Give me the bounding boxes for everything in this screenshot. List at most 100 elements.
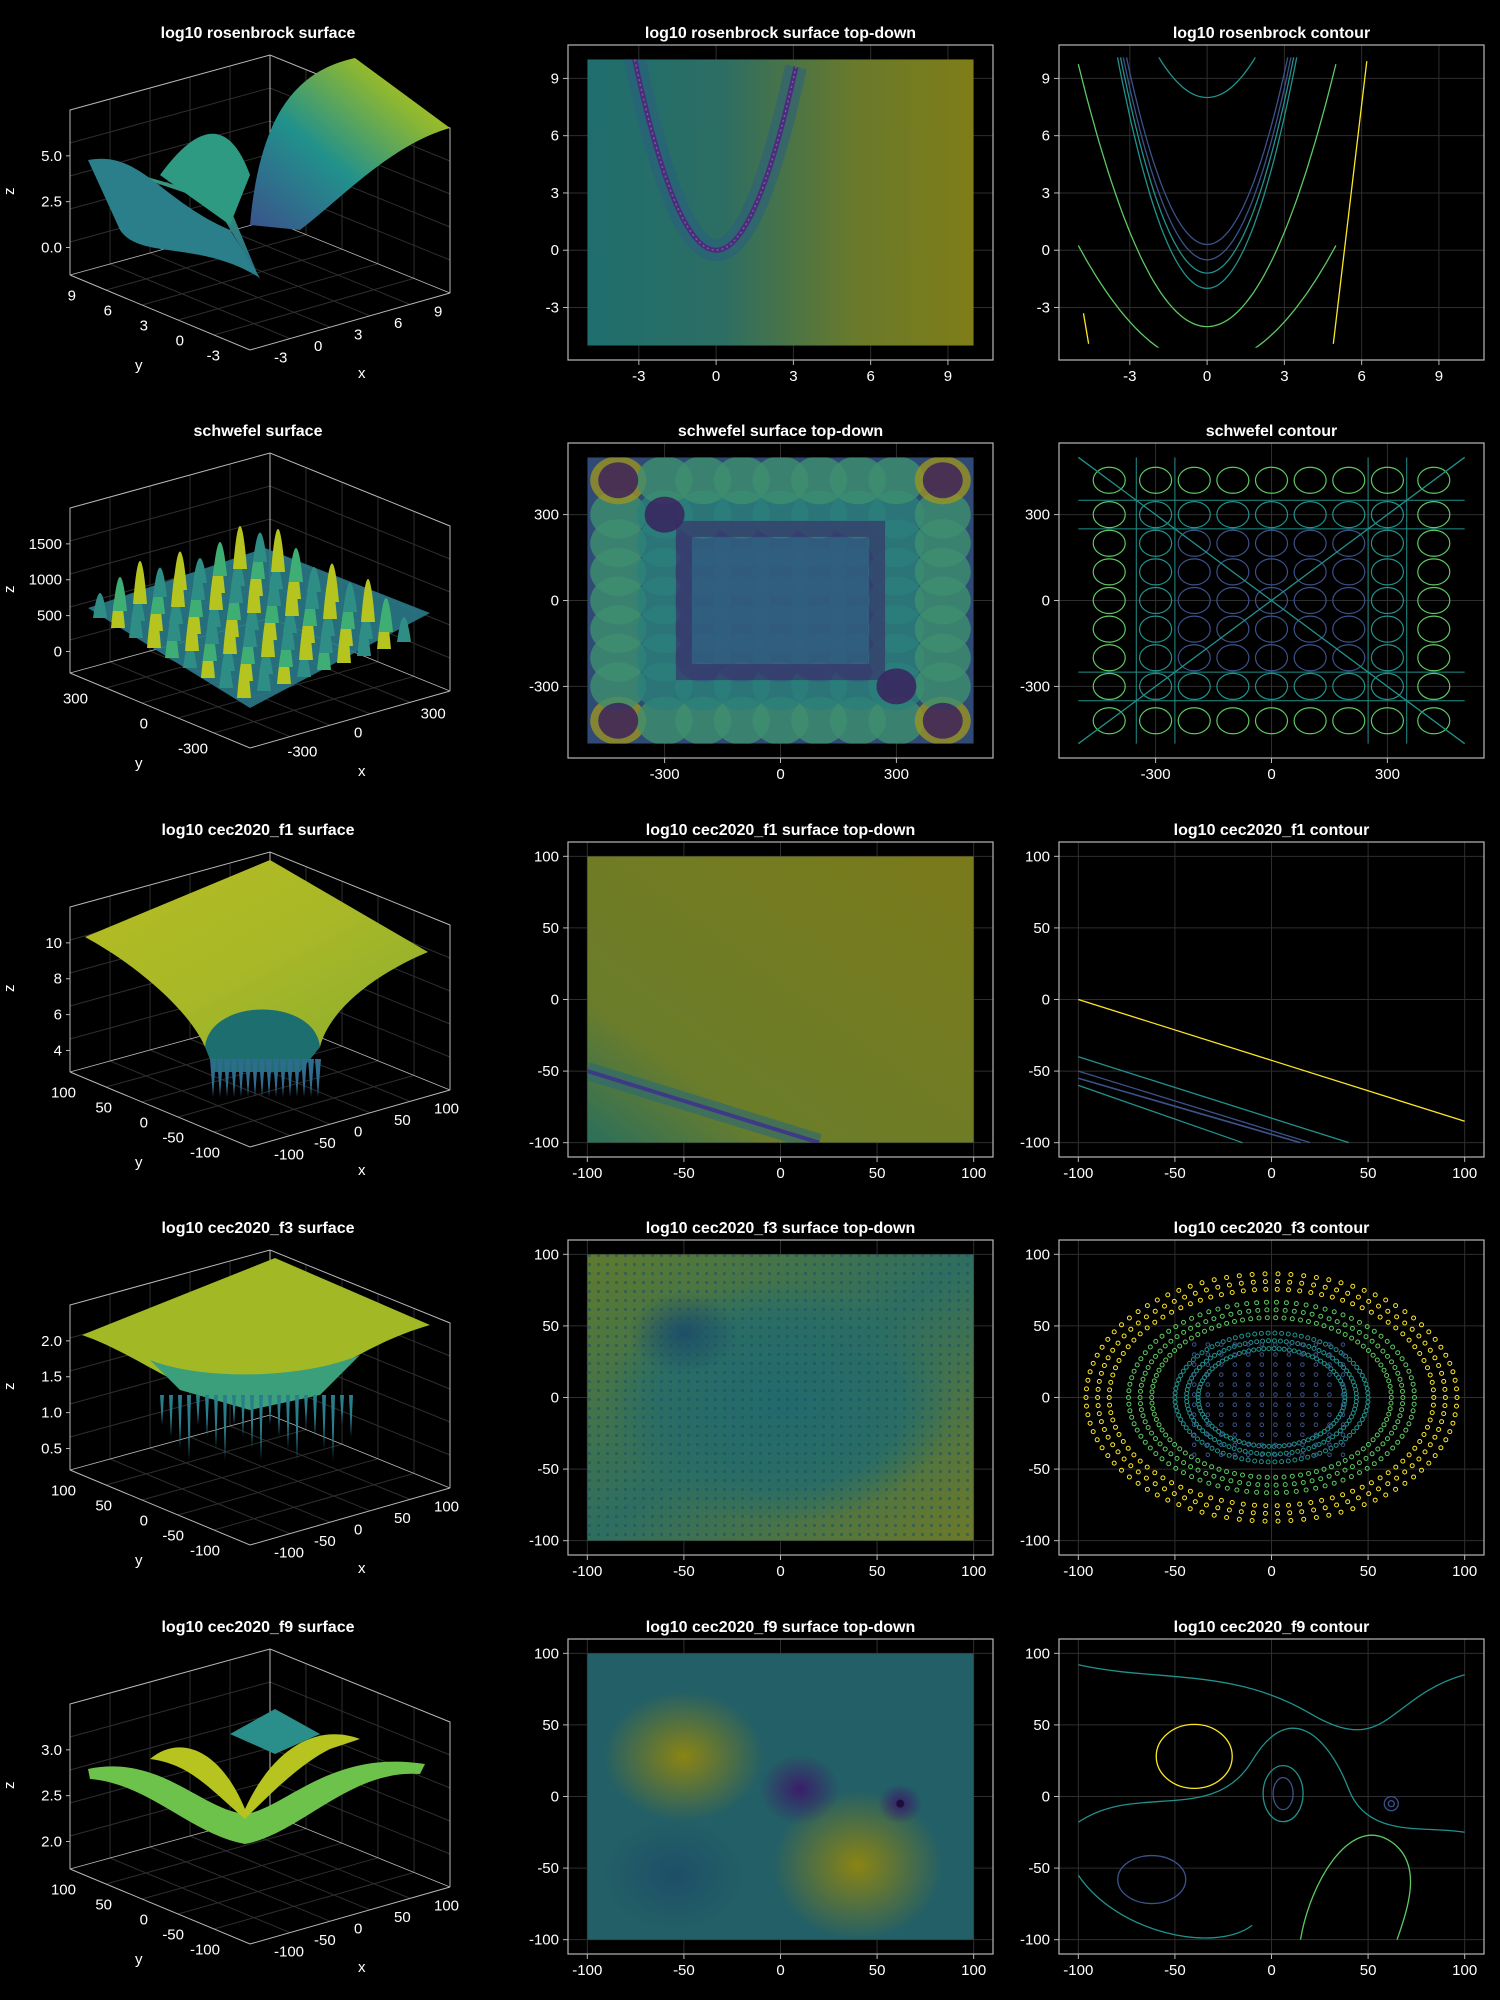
contour-line [1259, 1422, 1265, 1427]
contour-line [1223, 1356, 1229, 1362]
contour-line [1282, 1482, 1288, 1488]
contour-line [1188, 1464, 1194, 1470]
contour-line [1178, 1417, 1184, 1422]
contour-line [1203, 1502, 1209, 1508]
contour-line [1188, 1335, 1194, 1341]
contour-line [1331, 1369, 1337, 1375]
y-axis-label: y [135, 1154, 143, 1171]
contour-line [1305, 1454, 1311, 1460]
contour-line [1153, 1353, 1158, 1359]
contour-line [1387, 1383, 1393, 1389]
contour-line [1195, 1322, 1201, 1328]
contour-line [1219, 1442, 1224, 1448]
y-tick-label: -100 [529, 1533, 559, 1550]
contour-line [1199, 1439, 1205, 1445]
contour-line [1322, 1483, 1328, 1489]
contour-line [1417, 644, 1451, 672]
contour-line [1158, 57, 1257, 99]
contour-line [1228, 1311, 1234, 1317]
contour-line [1375, 1343, 1381, 1349]
contour-line [1138, 1382, 1144, 1388]
contour-line [1131, 1452, 1137, 1458]
x-tick-label: -100 [572, 1962, 602, 1979]
contour-line [1166, 1328, 1172, 1334]
contour-line [1229, 1290, 1235, 1295]
contour-line [1216, 707, 1250, 735]
contour-line [1361, 1377, 1367, 1383]
contour-line [1332, 529, 1366, 557]
contour-line [1169, 1309, 1175, 1315]
contour-line [1439, 1370, 1445, 1376]
contour-line [1332, 558, 1366, 586]
contour-line [1327, 1362, 1332, 1367]
contour-line [1203, 1470, 1209, 1476]
contour-line [1384, 1417, 1390, 1422]
x-tick-label: 6 [1357, 368, 1365, 385]
y-tick-label: -100 [190, 1145, 220, 1162]
contour-line [1254, 500, 1289, 529]
contour-line [1369, 1338, 1375, 1344]
contour-line [1442, 1395, 1448, 1400]
contour-line [1191, 1362, 1197, 1367]
y-tick-label: -100 [190, 1543, 220, 1560]
contour-line [1430, 1402, 1436, 1408]
y-tick-label: 0 [1042, 1390, 1050, 1407]
contour-line [1266, 1338, 1271, 1344]
contour-line [1138, 558, 1173, 586]
contour-line [1211, 1277, 1217, 1283]
contour-line [1157, 1441, 1163, 1447]
contour-line [1340, 1492, 1346, 1498]
contour-line [1098, 1419, 1104, 1425]
contour-line [1390, 1445, 1396, 1451]
contour-line [1378, 1362, 1384, 1368]
contour-panel: log10 cec2020_f9 contour -100 -50 0 50 100 -10… [1020, 1619, 1485, 1979]
contour-line [1087, 1369, 1093, 1375]
surface-panel: log10 rosenbrock surface 0.0 2.5 5.0 -3 0 3 6 9 -… [1, 25, 451, 382]
contour-line [1224, 1515, 1230, 1520]
contour-line [1305, 1335, 1311, 1341]
contour-line [1234, 1302, 1240, 1308]
contour-line [1385, 1353, 1390, 1359]
contour-line [1241, 1440, 1247, 1446]
contour-line [1232, 1402, 1238, 1407]
contour-line [1357, 1421, 1363, 1427]
contour-line [1177, 529, 1211, 557]
contour-line [1144, 1303, 1150, 1309]
contour-line [1246, 1442, 1251, 1448]
y-tick-label: 100 [534, 848, 559, 865]
contour-line [1238, 1509, 1244, 1515]
contour-line [1334, 1431, 1340, 1437]
contour-line [1272, 1459, 1278, 1465]
contour-line [1108, 1379, 1114, 1385]
contour-line [1371, 1328, 1377, 1334]
contour-line [1177, 1446, 1183, 1452]
contour-line [1229, 1500, 1235, 1505]
y-tick-label: 0 [1042, 992, 1050, 1009]
contour-line [1442, 1403, 1448, 1409]
contour-line [1216, 500, 1250, 529]
contour-line [1355, 1450, 1361, 1456]
contour-line [1399, 1356, 1405, 1362]
contour-line [1400, 1395, 1406, 1400]
contour-line [1154, 1297, 1160, 1303]
contour-line [1321, 1466, 1327, 1472]
contour-line [1422, 1340, 1428, 1346]
x-tick-label: 100 [1452, 1165, 1477, 1182]
contour-line [1366, 1491, 1372, 1497]
contour-line [1180, 1368, 1186, 1374]
panel-title: schwefel surface top-down [678, 423, 883, 440]
contour-line [1350, 1429, 1356, 1435]
contour-line [1237, 1310, 1243, 1315]
contour-line [1327, 1422, 1332, 1427]
contour-line [1425, 1424, 1430, 1430]
contour-line [1327, 1412, 1332, 1417]
contour-line [1131, 1337, 1137, 1343]
y-tick-label: 0 [551, 992, 559, 1009]
contour-line [1370, 707, 1405, 735]
contour-line [1281, 1443, 1287, 1449]
contour-line [1152, 1470, 1158, 1476]
contour-line [1436, 1363, 1442, 1368]
contour-line [1370, 1352, 1376, 1358]
contour-line [1293, 586, 1327, 615]
contour-line [1184, 1402, 1190, 1408]
